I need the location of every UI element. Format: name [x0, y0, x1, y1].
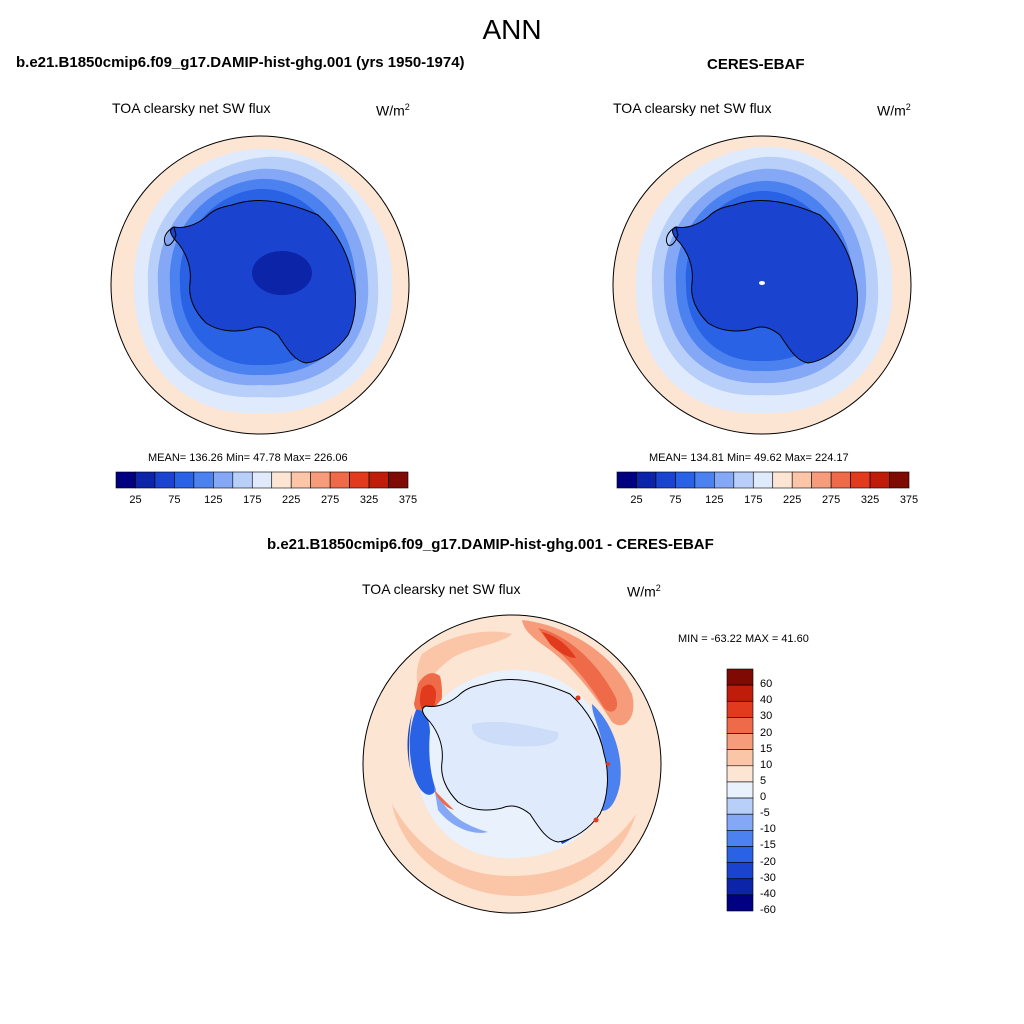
colorbar-box [726, 813, 754, 831]
colorbar-tick-label: 175 [744, 494, 763, 506]
obs-polar-map [612, 135, 912, 435]
colorbar-box [726, 733, 754, 750]
colorbar-tick-label: 30 [760, 710, 773, 723]
colorbar-tick-label: 125 [705, 494, 724, 506]
colorbar-box [830, 471, 851, 489]
colorbar-box [174, 471, 195, 489]
colorbar-box [349, 471, 370, 489]
colorbar-tick-label: -5 [760, 807, 770, 820]
colorbar-box [694, 471, 715, 489]
model-stats: MEAN= 136.26 Min= 47.78 Max= 226.06 [148, 452, 348, 464]
obs-stats: MEAN= 134.81 Min= 49.62 Max= 224.17 [649, 452, 849, 464]
colorbar-tick-label: -40 [760, 887, 776, 900]
colorbar-tick-label: 20 [760, 726, 773, 739]
colorbar-box [251, 471, 273, 489]
colorbar-box [726, 797, 754, 815]
colorbar-box [271, 471, 292, 489]
diff-panel-title: b.e21.B1850cmip6.f09_g17.DAMIP-hist-ghg.… [267, 536, 714, 553]
colorbar-box [869, 471, 890, 489]
colorbar-box [232, 471, 253, 489]
diff-stats: MIN = -63.22 MAX = 41.60 [678, 633, 809, 645]
colorbar-box [726, 846, 754, 863]
obs-subtitle: TOA clearsky net SW flux [613, 100, 772, 116]
colorbar-tick-label: -10 [760, 823, 776, 836]
colorbar-box [290, 471, 311, 489]
colorbar-tick-label: 0 [760, 791, 767, 804]
colorbar-tick-label: 375 [398, 494, 418, 506]
model-subtitle: TOA clearsky net SW flux [112, 100, 271, 116]
colorbar-tick-label: -30 [760, 871, 776, 884]
colorbar-tick-label: 75 [168, 494, 181, 506]
colorbar-tick-label: 25 [630, 494, 643, 506]
diff-colorbar [726, 668, 754, 912]
colorbar-box [889, 471, 910, 489]
colorbar-tick-label: 325 [860, 494, 880, 506]
diff-subtitle: TOA clearsky net SW flux [362, 581, 521, 597]
colorbar-box [726, 700, 754, 718]
colorbar-box [726, 878, 754, 896]
colorbar-box [791, 471, 812, 489]
colorbar-box [726, 684, 754, 702]
colorbar-tick-label: 325 [359, 494, 379, 506]
colorbar-box [733, 471, 754, 489]
colorbar-tick-label: 75 [669, 494, 682, 506]
colorbar-box [368, 471, 389, 489]
colorbar-box [752, 471, 774, 489]
colorbar-tick-label: -15 [760, 839, 776, 852]
colorbar-box [714, 471, 735, 489]
colorbar-box [726, 765, 754, 783]
model-polar-map [110, 135, 410, 435]
colorbar-tick-label: 225 [282, 494, 301, 506]
colorbar-tick-label: 375 [899, 494, 919, 506]
colorbar-box [726, 894, 754, 912]
colorbar-box [636, 471, 657, 489]
colorbar-box [726, 717, 754, 734]
main-title: ANN [482, 14, 542, 45]
colorbar-tick-label: 275 [821, 494, 841, 506]
colorbar-box [655, 471, 676, 489]
colorbar-tick-label: 25 [129, 494, 142, 506]
colorbar-box [154, 471, 175, 489]
colorbar-tick-label: 40 [760, 694, 773, 707]
colorbar-box [193, 471, 214, 489]
obs-colorbar [616, 471, 910, 489]
colorbar-tick-label: 225 [783, 494, 802, 506]
colorbar-box [310, 471, 331, 489]
colorbar-box [616, 471, 637, 489]
colorbar-box [726, 668, 754, 686]
colorbar-box [213, 471, 234, 489]
diff-polar-map [362, 614, 662, 914]
colorbar-tick-label: 125 [204, 494, 223, 506]
colorbar-box [675, 471, 696, 489]
colorbar-tick-label: 15 [760, 742, 773, 755]
colorbar-tick-label: 10 [760, 758, 773, 771]
colorbar-tick-label: 60 [760, 678, 773, 691]
colorbar-tick-label: 275 [320, 494, 340, 506]
colorbar-box [811, 471, 832, 489]
model-panel-title: b.e21.B1850cmip6.f09_g17.DAMIP-hist-ghg.… [16, 54, 465, 71]
colorbar-box [772, 471, 793, 489]
colorbar-box [135, 471, 156, 489]
colorbar-box [726, 862, 754, 880]
model-colorbar [115, 471, 409, 489]
colorbar-tick-label: -60 [760, 904, 776, 916]
colorbar-box [726, 781, 754, 799]
diff-units: W/m2 [627, 583, 661, 600]
colorbar-box [726, 830, 754, 847]
colorbar-box [329, 471, 350, 489]
obs-panel-title: CERES-EBAF [707, 56, 805, 73]
colorbar-tick-label: 175 [243, 494, 262, 506]
colorbar-box [115, 471, 136, 489]
colorbar-box [726, 749, 754, 767]
model-units: W/m2 [376, 102, 410, 119]
colorbar-box [388, 471, 409, 489]
obs-units: W/m2 [877, 102, 911, 119]
colorbar-box [850, 471, 871, 489]
colorbar-tick-label: 5 [760, 774, 767, 787]
colorbar-tick-label: -20 [760, 855, 776, 868]
